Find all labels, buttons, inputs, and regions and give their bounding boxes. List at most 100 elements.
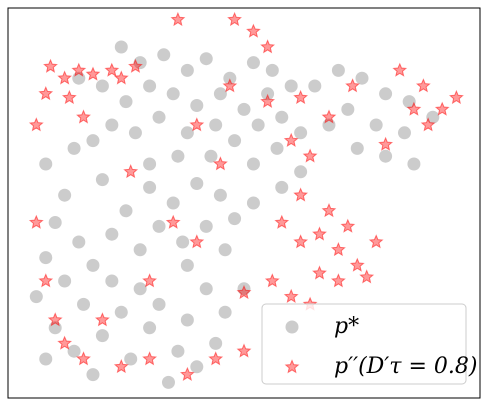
point <box>29 290 43 304</box>
point <box>275 180 289 194</box>
star-point <box>406 101 422 116</box>
star-point <box>345 78 360 93</box>
star-point <box>142 273 158 288</box>
star-point <box>43 58 58 73</box>
point <box>350 141 364 155</box>
point <box>251 118 265 132</box>
point <box>128 126 142 140</box>
star-point <box>142 351 158 366</box>
point <box>105 274 119 288</box>
star-point <box>392 62 408 77</box>
star-point <box>76 109 91 124</box>
point <box>270 141 284 155</box>
star-point <box>293 187 309 202</box>
point <box>67 141 81 155</box>
point <box>133 56 147 70</box>
point <box>180 258 194 272</box>
point <box>284 79 298 93</box>
point <box>67 344 81 358</box>
point <box>77 297 91 311</box>
point <box>161 375 175 389</box>
point <box>143 321 157 335</box>
point <box>190 177 204 190</box>
star-point <box>340 218 356 233</box>
point <box>180 313 194 327</box>
star-point <box>227 11 242 27</box>
point <box>105 118 119 132</box>
point <box>237 102 251 116</box>
point <box>72 235 86 249</box>
point <box>355 71 369 85</box>
point <box>39 352 53 366</box>
star-point <box>236 284 252 300</box>
point <box>39 157 53 171</box>
star-point <box>94 312 110 327</box>
star-point <box>312 226 327 241</box>
point <box>294 165 308 179</box>
point <box>228 212 242 226</box>
point <box>171 149 185 163</box>
point <box>285 320 299 334</box>
point <box>86 368 100 382</box>
star-point <box>274 214 290 229</box>
star-point <box>76 351 91 366</box>
point <box>152 297 166 311</box>
point <box>95 79 109 93</box>
point <box>265 63 279 77</box>
legend-label: p* <box>334 314 359 339</box>
star-point <box>38 273 54 288</box>
star-point <box>434 101 450 116</box>
star-point <box>222 78 238 93</box>
star-point <box>359 269 375 284</box>
star-point <box>284 359 300 374</box>
point <box>228 134 242 148</box>
point <box>166 196 180 210</box>
star-point <box>283 132 299 147</box>
star-point <box>378 136 394 151</box>
point <box>180 126 194 140</box>
star-point <box>349 257 365 272</box>
star-point <box>330 273 346 288</box>
point <box>209 336 223 350</box>
point <box>308 79 322 93</box>
point <box>379 87 393 101</box>
star-point <box>208 351 224 366</box>
star-point <box>236 343 252 358</box>
point <box>157 48 171 62</box>
point <box>143 180 157 194</box>
point <box>204 149 218 163</box>
star-point <box>283 288 299 303</box>
star-point <box>57 335 73 350</box>
point <box>223 71 237 85</box>
point <box>171 344 185 358</box>
point <box>209 118 223 132</box>
star-point <box>71 62 87 77</box>
star-point <box>57 70 73 85</box>
point <box>152 219 166 233</box>
star-point <box>246 23 261 38</box>
legend-label: p′′(D′τ = 0.8) <box>334 354 477 379</box>
star-point <box>293 234 309 249</box>
point <box>48 216 62 229</box>
point <box>176 235 190 249</box>
point <box>152 110 166 124</box>
point <box>213 87 227 101</box>
point <box>143 157 157 171</box>
star-point <box>189 234 205 249</box>
star-point <box>28 214 44 229</box>
star-point <box>302 148 318 163</box>
point <box>199 282 213 296</box>
point <box>402 95 416 109</box>
star-point <box>28 117 44 132</box>
star-point <box>448 89 464 105</box>
point <box>133 243 147 257</box>
star-point <box>420 117 436 132</box>
point <box>114 40 128 54</box>
point <box>190 360 204 374</box>
star-point <box>321 109 337 124</box>
star-point <box>189 117 205 132</box>
star-point <box>113 358 129 374</box>
point <box>133 282 147 296</box>
star-point <box>170 11 186 27</box>
